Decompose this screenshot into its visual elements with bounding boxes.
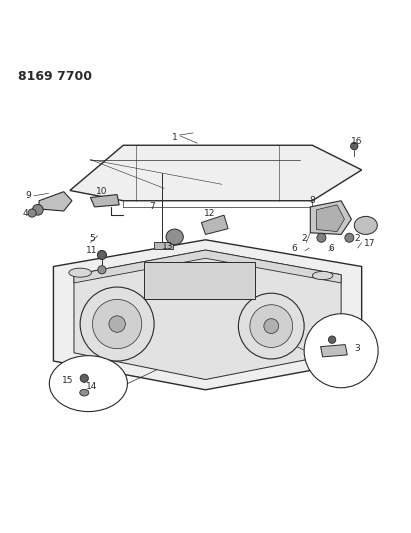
Ellipse shape bbox=[166, 229, 183, 245]
Polygon shape bbox=[74, 250, 341, 379]
Text: 8169 7700: 8169 7700 bbox=[18, 70, 92, 83]
Text: 4: 4 bbox=[23, 209, 28, 219]
Circle shape bbox=[238, 293, 304, 359]
Circle shape bbox=[109, 316, 125, 332]
Circle shape bbox=[264, 319, 279, 334]
Text: 16: 16 bbox=[351, 136, 363, 146]
Polygon shape bbox=[90, 195, 119, 207]
Circle shape bbox=[317, 233, 326, 243]
Polygon shape bbox=[53, 240, 362, 390]
Text: 9: 9 bbox=[25, 191, 31, 200]
Text: 15: 15 bbox=[62, 376, 74, 385]
Ellipse shape bbox=[80, 390, 89, 396]
Ellipse shape bbox=[49, 356, 127, 411]
Text: 2: 2 bbox=[354, 234, 360, 243]
Text: 11: 11 bbox=[85, 246, 97, 255]
Text: 13: 13 bbox=[162, 243, 173, 251]
Circle shape bbox=[328, 336, 336, 343]
Ellipse shape bbox=[312, 271, 333, 280]
Polygon shape bbox=[310, 201, 351, 235]
Text: 14: 14 bbox=[85, 382, 97, 391]
Text: 10: 10 bbox=[96, 187, 108, 196]
Text: 5: 5 bbox=[90, 234, 95, 243]
Polygon shape bbox=[70, 146, 362, 201]
Circle shape bbox=[80, 374, 88, 382]
Circle shape bbox=[351, 142, 358, 150]
Polygon shape bbox=[316, 205, 344, 231]
Text: 3: 3 bbox=[355, 344, 360, 353]
Polygon shape bbox=[74, 250, 341, 283]
Polygon shape bbox=[154, 242, 173, 249]
Circle shape bbox=[80, 287, 154, 361]
Polygon shape bbox=[144, 262, 255, 300]
Circle shape bbox=[28, 209, 36, 217]
Circle shape bbox=[345, 233, 354, 243]
Circle shape bbox=[32, 205, 43, 215]
Circle shape bbox=[92, 300, 142, 349]
Text: 12: 12 bbox=[204, 209, 215, 219]
Text: 1: 1 bbox=[172, 133, 178, 142]
Text: 6: 6 bbox=[328, 244, 334, 253]
Ellipse shape bbox=[69, 268, 91, 277]
Ellipse shape bbox=[354, 216, 377, 235]
Polygon shape bbox=[201, 215, 228, 235]
Text: 17: 17 bbox=[364, 239, 376, 248]
Circle shape bbox=[97, 251, 106, 260]
Text: 7: 7 bbox=[149, 203, 155, 212]
Polygon shape bbox=[321, 345, 347, 357]
Circle shape bbox=[98, 265, 106, 274]
Text: 8: 8 bbox=[309, 196, 315, 205]
Circle shape bbox=[304, 314, 378, 387]
Polygon shape bbox=[39, 192, 72, 211]
Text: 6: 6 bbox=[291, 244, 297, 253]
Text: 2: 2 bbox=[301, 234, 307, 243]
Circle shape bbox=[250, 305, 293, 348]
